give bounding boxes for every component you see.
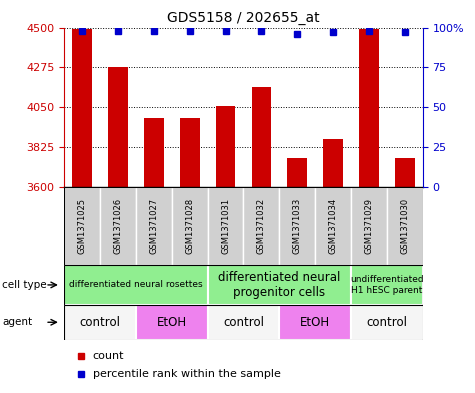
Bar bbox=[72, 29, 92, 187]
Bar bbox=[315, 187, 351, 265]
Text: differentiated neural rosettes: differentiated neural rosettes bbox=[69, 281, 203, 289]
Text: control: control bbox=[223, 316, 264, 329]
Bar bbox=[108, 67, 128, 187]
Text: GSM1371029: GSM1371029 bbox=[364, 198, 373, 254]
Bar bbox=[208, 265, 351, 305]
Text: GSM1371033: GSM1371033 bbox=[293, 198, 302, 254]
Text: control: control bbox=[366, 316, 408, 329]
Text: GSM1371034: GSM1371034 bbox=[329, 198, 338, 254]
Bar bbox=[395, 158, 415, 187]
Text: control: control bbox=[79, 316, 121, 329]
Bar bbox=[387, 187, 423, 265]
Bar bbox=[64, 187, 100, 265]
Text: EtOH: EtOH bbox=[300, 316, 330, 329]
Text: percentile rank within the sample: percentile rank within the sample bbox=[93, 369, 281, 379]
Bar bbox=[144, 118, 164, 187]
Text: cell type: cell type bbox=[2, 280, 47, 290]
Bar bbox=[208, 305, 279, 340]
Bar bbox=[216, 106, 236, 187]
Text: differentiated neural
progenitor cells: differentiated neural progenitor cells bbox=[218, 271, 341, 299]
Text: EtOH: EtOH bbox=[157, 316, 187, 329]
Text: GSM1371030: GSM1371030 bbox=[400, 198, 409, 254]
Bar bbox=[279, 305, 351, 340]
Bar bbox=[208, 187, 244, 265]
Text: GSM1371031: GSM1371031 bbox=[221, 198, 230, 254]
Bar bbox=[279, 187, 315, 265]
Text: GSM1371027: GSM1371027 bbox=[149, 198, 158, 254]
Bar bbox=[351, 187, 387, 265]
Bar bbox=[323, 139, 343, 187]
Bar bbox=[136, 187, 172, 265]
Text: GSM1371026: GSM1371026 bbox=[114, 198, 123, 254]
Text: GSM1371025: GSM1371025 bbox=[77, 198, 86, 254]
Title: GDS5158 / 202655_at: GDS5158 / 202655_at bbox=[167, 11, 320, 25]
Text: GSM1371028: GSM1371028 bbox=[185, 198, 194, 254]
Bar bbox=[64, 305, 136, 340]
Text: agent: agent bbox=[2, 317, 32, 327]
Bar bbox=[244, 187, 279, 265]
Bar bbox=[180, 118, 200, 187]
Bar bbox=[251, 87, 271, 187]
Text: GSM1371032: GSM1371032 bbox=[257, 198, 266, 254]
Bar bbox=[287, 158, 307, 187]
Text: undifferentiated
H1 hESC parent: undifferentiated H1 hESC parent bbox=[350, 275, 424, 295]
Bar bbox=[100, 187, 136, 265]
Bar bbox=[359, 29, 379, 187]
Bar bbox=[64, 265, 208, 305]
Text: count: count bbox=[93, 351, 124, 361]
Bar bbox=[172, 187, 208, 265]
Bar bbox=[136, 305, 208, 340]
Bar bbox=[351, 265, 423, 305]
Bar bbox=[351, 305, 423, 340]
